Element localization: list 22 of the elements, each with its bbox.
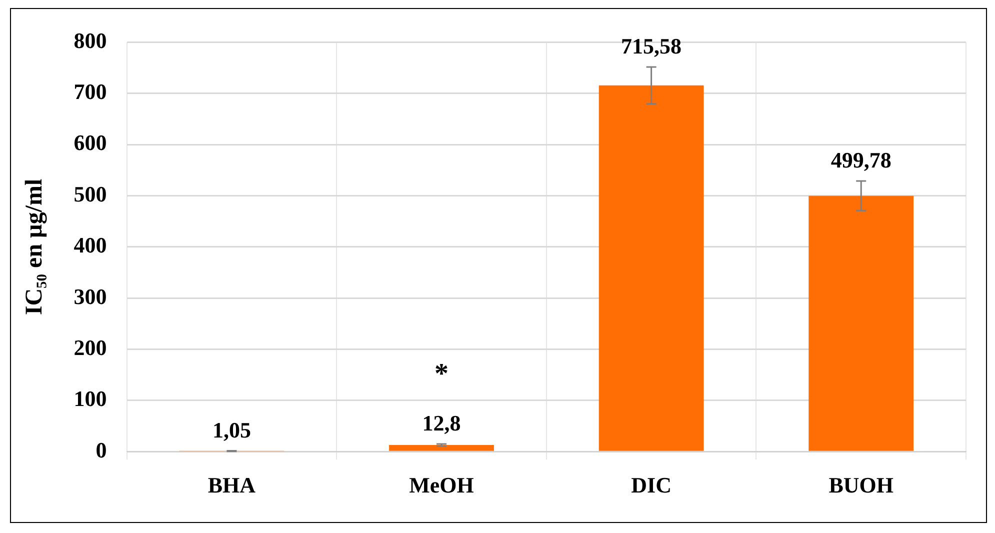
- bar: [598, 85, 704, 451]
- data-label: 499,78: [830, 148, 892, 173]
- y-tick-label: 100: [74, 386, 107, 412]
- data-label: 1,05: [212, 417, 251, 442]
- y-axis-title: IC₅₀ en µg/ml: [22, 178, 48, 316]
- y-tick-label: 0: [96, 437, 107, 462]
- y-tick-label: 800: [74, 28, 107, 53]
- annotation: *: [434, 358, 448, 390]
- y-tick-label: 600: [74, 130, 107, 156]
- x-tick-label: DIC: [631, 472, 672, 498]
- bar: [808, 196, 914, 451]
- data-label: 12,8: [422, 410, 461, 436]
- y-tick-label: 200: [74, 334, 107, 360]
- bar: [389, 445, 494, 451]
- x-tick-label: BUOH: [828, 472, 894, 498]
- y-tick-label: 300: [74, 284, 107, 309]
- data-label: 715,58: [621, 34, 682, 59]
- x-tick-label: BHA: [208, 472, 256, 498]
- y-tick-label: 400: [74, 232, 107, 258]
- x-tick-label: MeOH: [409, 472, 474, 498]
- y-tick-label: 500: [74, 181, 107, 206]
- y-tick-label: 700: [74, 79, 107, 104]
